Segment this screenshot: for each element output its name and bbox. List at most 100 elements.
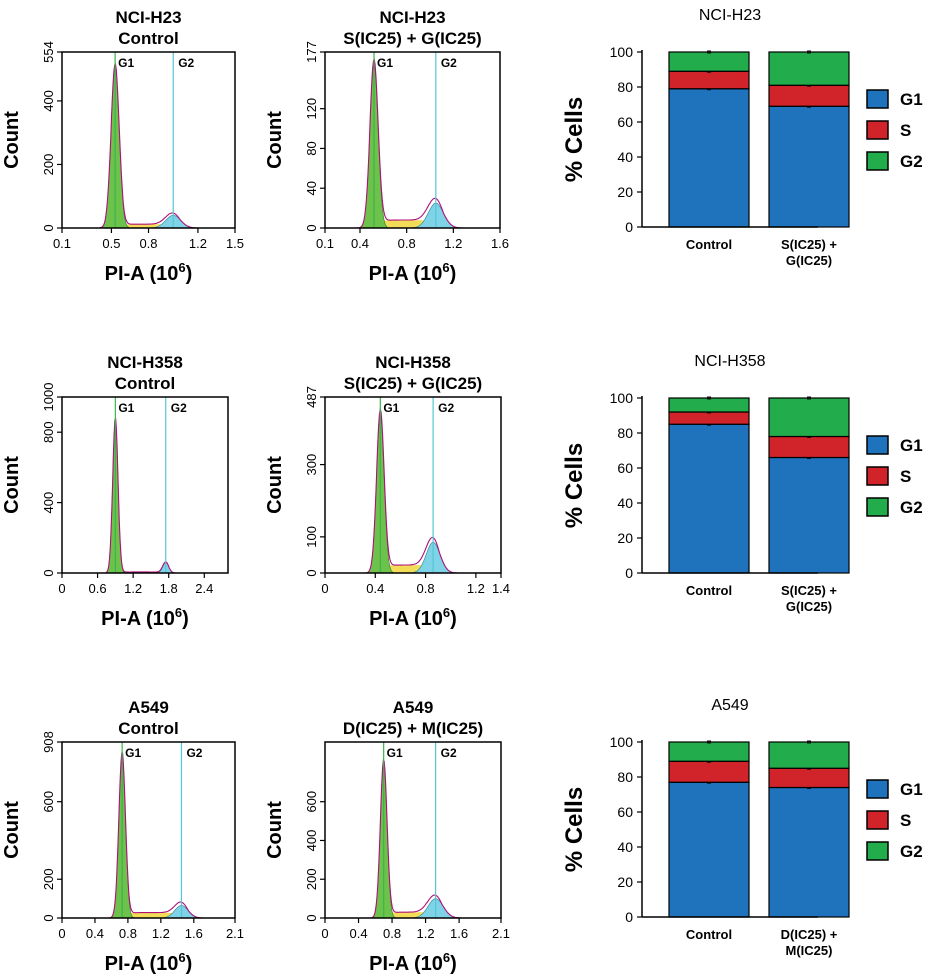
g1-peak-area — [325, 63, 500, 229]
bar-segment-g1 — [768, 786, 850, 918]
x-tick-label: 0.4 — [366, 581, 384, 596]
histogram-title-line2: Control — [118, 29, 178, 48]
x-axis-title-close: ) — [450, 953, 457, 975]
x-axis-title-main: PI-A (10 — [369, 263, 443, 285]
x-tick-label: 0.6 — [89, 581, 107, 596]
y-tick-label: 177 — [304, 41, 319, 63]
x-tick-label: 1.2 — [417, 926, 435, 941]
stacked-bar-panel: NCI-H23 Control S(IC25) +G(IC25) 0 20 40 60 80 1… — [561, 7, 923, 268]
g1-marker-label: G1 — [383, 401, 399, 415]
histogram-frame — [324, 741, 502, 919]
histogram-panel: NCI-H23 S(IC25) + G(IC25) G1 G2 0.1 0.4 0.8 1.2… — [264, 8, 509, 285]
histogram-title-line2: Control — [115, 374, 175, 393]
histogram-title-line1: NCI-H23 — [379, 8, 445, 27]
histogram-x-axis-title: PI-A (106) — [101, 605, 189, 630]
y-tick-label: 60 — [617, 114, 633, 130]
category-label: S(IC25) + — [781, 583, 837, 598]
x-axis-title-exponent: 6 — [442, 260, 449, 275]
category-label: M(IC25) — [786, 943, 833, 958]
s-phase-area — [325, 912, 501, 918]
bar-segment-s — [768, 84, 850, 107]
y-tick-label: 400 — [41, 90, 56, 112]
g1-marker-label: G1 — [118, 401, 134, 415]
histogram-frame — [61, 51, 236, 229]
y-tick-label: 40 — [617, 149, 633, 165]
bar-segment-g2 — [768, 397, 850, 438]
g2-marker-label: G2 — [438, 401, 454, 415]
histogram-frame — [324, 51, 501, 229]
histogram-frame — [324, 396, 502, 574]
legend-label-g2: G2 — [900, 842, 923, 861]
x-axis-title-exponent: 6 — [175, 605, 182, 620]
bar-segment-g1 — [768, 105, 850, 228]
y-tick-label: 487 — [304, 386, 319, 408]
histogram-x-axis-title: PI-A (106) — [369, 950, 457, 975]
legend-swatch-g2 — [866, 151, 889, 171]
histogram-y-axis-title: Count — [1, 456, 23, 514]
bar-segment-s — [668, 760, 750, 783]
category-label: S(IC25) + — [781, 237, 837, 252]
y-tick-label: 400 — [304, 830, 319, 852]
bar-segment-g1 — [668, 423, 750, 574]
x-tick-label: 2.1 — [226, 926, 244, 941]
g2-marker-label: G2 — [441, 56, 457, 70]
bar-y-axis-title: % Cells — [561, 443, 588, 528]
x-tick-label: 0 — [58, 581, 65, 596]
x-axis-title-main: PI-A (10 — [105, 953, 179, 975]
x-axis-title-close: ) — [450, 263, 457, 285]
y-tick-label: 1000 — [41, 383, 56, 412]
legend: G1 S G2 — [866, 89, 923, 171]
x-tick-label: 1.2 — [444, 236, 462, 251]
histogram-frame — [61, 396, 229, 574]
x-tick-label: 0.5 — [102, 236, 120, 251]
x-axis-title-exponent: 6 — [178, 260, 185, 275]
x-tick-label: 1.4 — [492, 581, 510, 596]
y-tick-label: 120 — [304, 98, 319, 120]
x-tick-label: 0 — [321, 581, 328, 596]
bar-segment-s — [768, 435, 850, 459]
x-axis-title-main: PI-A (10 — [105, 263, 179, 285]
y-tick-label: 600 — [304, 791, 319, 813]
y-tick-label: 0 — [41, 914, 56, 921]
x-axis-title-main: PI-A (10 — [369, 953, 443, 975]
histogram-outline — [325, 58, 500, 229]
y-tick-label: 100 — [610, 734, 634, 750]
x-tick-label: 0.8 — [417, 581, 435, 596]
y-tick-label: 200 — [41, 868, 56, 890]
category-label: Control — [686, 927, 732, 942]
g2-marker-label: G2 — [171, 401, 187, 415]
y-tick-label: 200 — [304, 868, 319, 890]
y-tick-label: 40 — [304, 181, 319, 195]
histogram-y-axis-title: Count — [1, 801, 23, 859]
x-tick-label: 1.8 — [160, 581, 178, 596]
histogram-y-axis-title: Count — [264, 456, 286, 514]
y-tick-label: 800 — [41, 421, 56, 443]
x-axis-title-exponent: 6 — [443, 605, 450, 620]
bar-segment-g2 — [668, 51, 750, 72]
histogram-y-axis-title: Count — [1, 111, 23, 169]
legend-label-s: S — [900, 811, 911, 830]
y-tick-label: 80 — [304, 141, 319, 155]
g2-marker-label: G2 — [186, 746, 202, 760]
bar-chart-title: A549 — [711, 697, 748, 714]
bar-segment-g1 — [768, 456, 850, 574]
legend-label-g1: G1 — [900, 90, 923, 109]
histogram-x-axis-title: PI-A (106) — [105, 260, 193, 285]
legend-swatch-g1 — [866, 435, 889, 455]
y-tick-label: 100 — [610, 390, 634, 406]
bar-chart-title: NCI-H23 — [699, 7, 761, 24]
bar-segment-g1 — [668, 88, 750, 228]
histogram-y-axis-title: Count — [264, 111, 286, 169]
bar-segment-g1 — [668, 781, 750, 918]
bar-chart-title: NCI-H358 — [694, 353, 765, 370]
histogram-x-axis-title: PI-A (106) — [369, 605, 457, 630]
legend-label-g1: G1 — [900, 436, 923, 455]
g1-peak-area — [62, 418, 228, 574]
y-tick-label: 0 — [625, 565, 633, 581]
g1-peak-area — [325, 762, 501, 919]
y-tick-label: 100 — [304, 526, 319, 548]
legend: G1 S G2 — [866, 779, 923, 861]
bar-segment-s — [668, 411, 750, 425]
legend-swatch-s — [866, 810, 889, 830]
